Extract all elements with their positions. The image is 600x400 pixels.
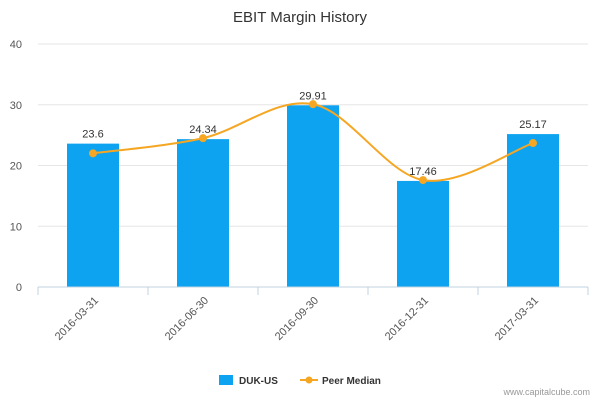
- bar-series: [67, 105, 559, 287]
- bar-value-label: 24.34: [189, 124, 217, 136]
- bar-value-label: 25.17: [519, 119, 547, 131]
- x-tick-label: 2016-09-30: [273, 295, 321, 343]
- y-tick-label: 30: [10, 100, 22, 112]
- y-tick-label: 0: [16, 282, 22, 294]
- legend-label-peer[interactable]: Peer Median: [322, 376, 381, 387]
- bar-2017-03-31[interactable]: [507, 134, 559, 287]
- bar-2016-09-30[interactable]: [287, 105, 339, 287]
- y-tick-label: 20: [10, 161, 22, 173]
- y-tick-label: 40: [10, 39, 22, 51]
- peer-median-point-2017-03-31[interactable]: [529, 139, 537, 148]
- peer-median-series: [89, 100, 537, 185]
- bar-value-label: 23.6: [82, 129, 103, 141]
- peer-median-point-2016-06-30[interactable]: [199, 134, 207, 143]
- legend-swatch-duk: [219, 375, 233, 385]
- legend-marker-peer: [305, 376, 313, 384]
- y-tick-label: 10: [10, 221, 22, 233]
- bar-2016-06-30[interactable]: [177, 139, 229, 287]
- x-axis: 2016-03-31 2016-06-30 2016-09-30 2016-12-31…: [37, 286, 589, 343]
- x-tick-label: 2016-03-31: [53, 295, 101, 343]
- peer-median-point-2016-09-30[interactable]: [309, 100, 317, 109]
- credit-text[interactable]: www.capitalcube.com: [502, 387, 590, 397]
- bar-value-label: 17.46: [409, 166, 437, 178]
- bar-2016-12-31[interactable]: [397, 180, 449, 287]
- data-labels: 23.6 24.34 29.91 17.46 25.17: [82, 90, 546, 178]
- legend: DUK-US Peer Median: [219, 375, 381, 387]
- peer-median-point-2016-12-31[interactable]: [419, 176, 427, 185]
- legend-label-duk[interactable]: DUK-US: [239, 376, 278, 387]
- x-tick-label: 2016-12-31: [383, 295, 431, 343]
- bar-2016-03-31[interactable]: [67, 143, 119, 287]
- y-axis: 0 10 20 30 40: [10, 39, 22, 294]
- bar-value-label: 29.91: [299, 90, 327, 102]
- chart-title: EBIT Margin History: [233, 9, 367, 26]
- x-tick-label: 2017-03-31: [493, 295, 541, 343]
- peer-median-point-2016-03-31[interactable]: [89, 149, 97, 158]
- x-tick-label: 2016-06-30: [163, 295, 211, 343]
